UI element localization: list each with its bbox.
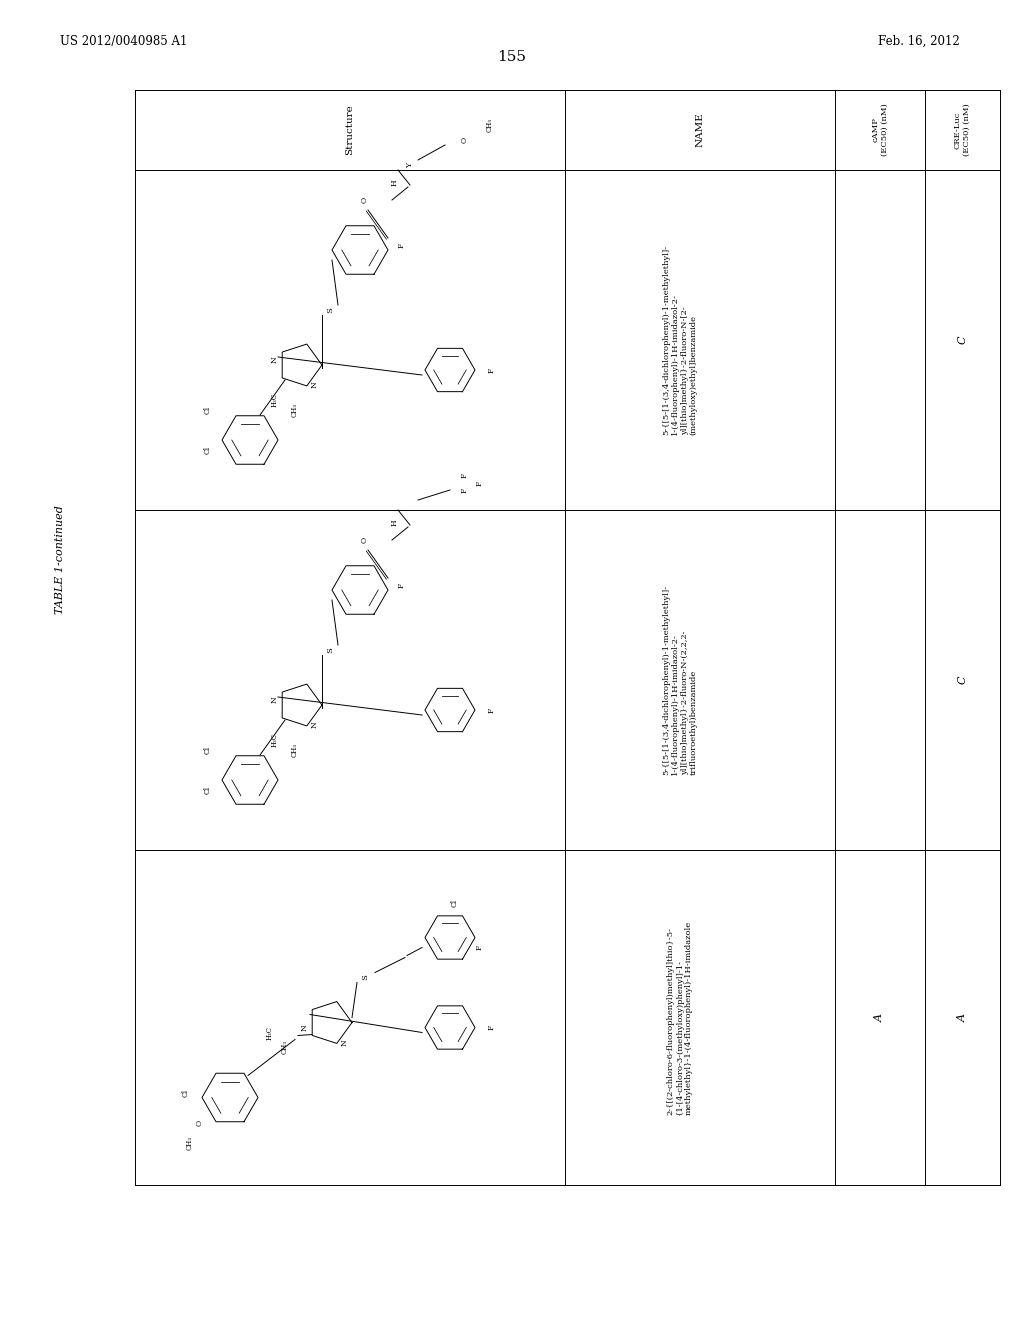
Text: Cl: Cl (451, 899, 459, 907)
Text: US 2012/0040985 A1: US 2012/0040985 A1 (60, 36, 187, 48)
Text: F: F (461, 487, 469, 492)
Text: Cl: Cl (204, 746, 212, 754)
Text: Y: Y (406, 162, 414, 168)
Text: S: S (326, 647, 334, 653)
Text: H₃C: H₃C (266, 1026, 274, 1040)
Text: A: A (874, 1014, 885, 1022)
Text: C: C (957, 335, 968, 345)
Text: F: F (488, 367, 496, 372)
Text: O: O (461, 137, 469, 143)
Text: F: F (398, 582, 406, 587)
Text: Cl: Cl (204, 407, 212, 414)
Text: F: F (398, 243, 406, 248)
Text: F: F (488, 708, 496, 713)
Text: C: C (957, 676, 968, 684)
Text: Structure: Structure (345, 104, 354, 156)
Text: Feb. 16, 2012: Feb. 16, 2012 (879, 36, 961, 48)
Text: N: N (341, 1039, 349, 1045)
Text: F: F (476, 480, 484, 486)
Text: F: F (476, 945, 484, 950)
Text: 2-{[(2-chloro-6-fluorophenyl)methyl]thio}-5-
{1-[4-chloro-3-(methyloxy)phenyl]-1: 2-{[(2-chloro-6-fluorophenyl)methyl]thio… (667, 920, 693, 1114)
Text: NAME: NAME (695, 112, 705, 148)
Text: O: O (196, 1119, 204, 1126)
Text: 155: 155 (498, 50, 526, 63)
Text: CH₃: CH₃ (486, 117, 494, 132)
Text: N: N (301, 1024, 309, 1031)
Text: Cl: Cl (182, 1089, 190, 1097)
Text: H₃C: H₃C (271, 393, 279, 407)
Text: H: H (391, 520, 399, 527)
Text: 5-{[5-[1-(3,4-dichlorophenyl)-1-methylethyl]-
1-(4-fluorophenyl)-1H-imidazol-2-
: 5-{[5-[1-(3,4-dichlorophenyl)-1-methylet… (663, 585, 697, 775)
Text: F: F (461, 473, 469, 478)
Text: F: F (488, 1024, 496, 1030)
Text: CH₃: CH₃ (291, 743, 299, 756)
Text: H₃C: H₃C (271, 733, 279, 747)
Text: TABLE 1-continued: TABLE 1-continued (55, 506, 65, 614)
Text: O: O (361, 537, 369, 543)
Text: CH₃: CH₃ (186, 1135, 194, 1150)
Text: N: N (311, 722, 319, 729)
Text: N: N (271, 356, 279, 363)
Text: N: N (271, 697, 279, 704)
Text: A: A (957, 1014, 968, 1022)
Text: S: S (326, 308, 334, 313)
Text: cAMP
(EC50) (nM): cAMP (EC50) (nM) (871, 104, 889, 156)
Text: S: S (361, 974, 369, 981)
Text: O: O (361, 197, 369, 203)
Text: Cl: Cl (204, 785, 212, 795)
Text: CH₃: CH₃ (291, 403, 299, 417)
Text: Cl: Cl (204, 446, 212, 454)
Text: N: N (311, 381, 319, 388)
Text: 5-{[5-[1-(3,4-dichlorophenyl)-1-methylethyl]-
1-(4-fluorophenyl)-1H-imidazol-2-
: 5-{[5-[1-(3,4-dichlorophenyl)-1-methylet… (663, 246, 697, 436)
Text: H: H (391, 180, 399, 186)
Text: CH₃: CH₃ (281, 1040, 289, 1055)
Text: CRE-Luc
(EC50) (nM): CRE-Luc (EC50) (nM) (954, 104, 971, 156)
